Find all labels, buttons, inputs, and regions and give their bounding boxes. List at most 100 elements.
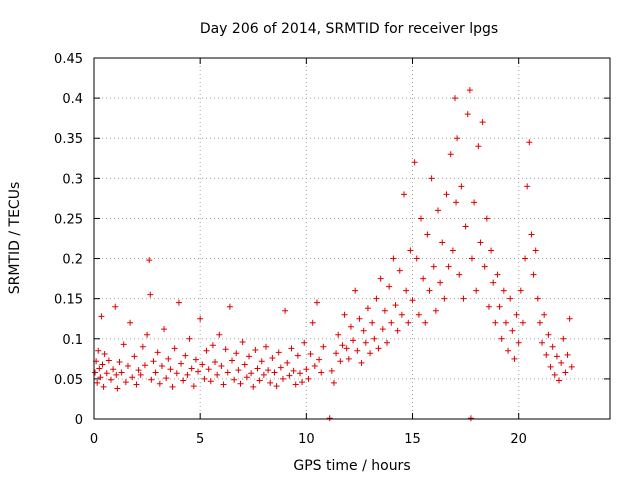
data-point — [568, 363, 575, 370]
data-point — [530, 271, 537, 278]
data-point — [371, 335, 378, 342]
data-point — [341, 311, 348, 318]
data-point — [139, 343, 146, 350]
data-point — [562, 369, 569, 376]
data-point — [92, 369, 99, 376]
data-point — [347, 323, 354, 330]
data-point — [454, 135, 461, 142]
data-point — [316, 356, 323, 363]
data-point — [156, 380, 163, 387]
data-point — [528, 231, 535, 238]
data-point — [409, 297, 416, 304]
data-point — [492, 319, 499, 326]
data-point — [305, 375, 312, 382]
data-point — [182, 352, 189, 359]
data-point — [517, 287, 524, 294]
data-point — [192, 356, 199, 363]
data-point — [392, 302, 399, 309]
data-point — [462, 223, 469, 230]
data-point — [502, 319, 509, 326]
y-axis-label: SRMTID / TECUs — [7, 182, 23, 295]
data-point — [216, 331, 223, 338]
data-point — [154, 349, 161, 356]
data-point — [367, 350, 374, 357]
data-point — [513, 311, 520, 318]
data-point — [107, 376, 114, 383]
data-point — [201, 375, 208, 382]
data-point — [284, 359, 291, 366]
data-point — [475, 143, 482, 150]
data-point — [339, 342, 346, 349]
data-point — [131, 353, 138, 360]
data-point — [105, 357, 112, 364]
data-point — [401, 191, 408, 198]
data-point — [415, 311, 422, 318]
data-point — [118, 369, 125, 376]
data-point — [536, 319, 543, 326]
data-point — [113, 371, 120, 378]
data-point — [98, 313, 105, 320]
data-point — [197, 315, 204, 322]
data-point — [188, 365, 195, 372]
data-point — [458, 183, 465, 190]
data-point — [212, 359, 219, 366]
data-point — [490, 279, 497, 286]
data-point — [362, 339, 369, 346]
data-point — [553, 353, 560, 360]
data-point — [556, 377, 563, 384]
data-point — [345, 355, 352, 362]
data-point — [94, 379, 101, 386]
plot-frame — [93, 57, 611, 420]
data-point — [360, 327, 367, 334]
data-point — [175, 299, 182, 306]
data-point — [407, 247, 414, 254]
data-point — [152, 369, 159, 376]
data-point — [551, 371, 558, 378]
data-point — [241, 361, 248, 368]
data-point — [137, 371, 144, 378]
data-point — [286, 372, 293, 379]
y-tick-label: 0.25 — [54, 212, 83, 227]
data-point — [141, 362, 148, 369]
data-point — [103, 370, 110, 377]
data-point — [390, 255, 397, 262]
data-point — [303, 366, 310, 373]
ticks-layer: 0 0.05 0.1 0.15 0.2 0.25 0.3 0.35 0.4 0.45 0 5 10 15 2… — [54, 52, 610, 447]
data-point — [505, 347, 512, 354]
data-point — [447, 151, 454, 158]
data-point — [256, 377, 263, 384]
data-point — [354, 347, 361, 354]
data-point — [547, 363, 554, 370]
data-point — [543, 351, 550, 358]
data-point — [116, 359, 123, 366]
data-point — [453, 199, 460, 206]
data-point — [375, 345, 382, 352]
data-point — [485, 303, 492, 310]
data-point — [288, 345, 295, 352]
data-point — [237, 380, 244, 387]
data-point — [549, 343, 556, 350]
data-point — [437, 279, 444, 286]
data-point — [483, 215, 490, 222]
data-point — [301, 339, 308, 346]
data-point — [224, 369, 231, 376]
y-tick-label: 0.3 — [62, 172, 83, 187]
data-point — [127, 319, 134, 326]
y-tick-label: 0.35 — [54, 132, 83, 147]
data-point — [135, 367, 142, 374]
data-point — [184, 371, 191, 378]
data-point — [97, 374, 104, 381]
data-point — [148, 376, 155, 383]
data-point — [379, 326, 386, 333]
data-point — [311, 363, 318, 370]
data-point — [222, 346, 229, 353]
data-point — [384, 339, 391, 346]
data-point — [377, 275, 384, 282]
data-point — [220, 381, 227, 388]
data-point — [435, 207, 441, 214]
data-point — [114, 385, 121, 392]
data-point — [524, 183, 531, 190]
data-point — [356, 315, 363, 322]
data-point — [231, 376, 238, 383]
